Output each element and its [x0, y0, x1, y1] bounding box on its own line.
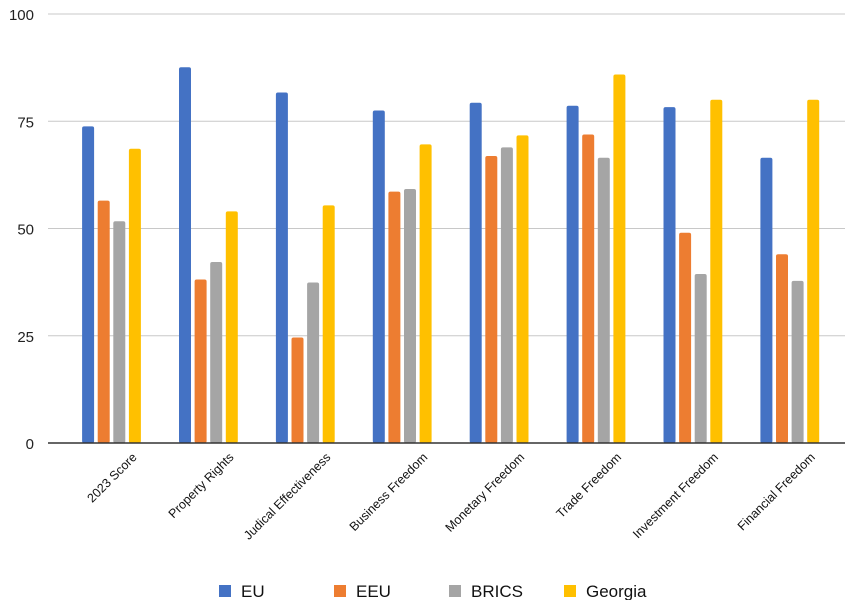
bar-eu-6: [663, 107, 676, 443]
bar-eu-4: [469, 102, 482, 443]
legend-label-eeu: EEU: [356, 582, 391, 600]
bar-georgia-1: [225, 211, 238, 443]
bar-georgia-3: [419, 144, 432, 443]
bar-eeu-0: [97, 200, 110, 443]
bar-georgia-4: [516, 135, 529, 444]
bar-eeu-6: [679, 232, 692, 443]
bar-brics-7: [791, 280, 804, 443]
legend-swatch-eeu: [334, 585, 346, 597]
bar-georgia-2: [322, 205, 335, 443]
bar-eu-2: [275, 92, 288, 444]
bar-eeu-1: [194, 279, 207, 443]
bar-georgia-6: [710, 99, 723, 444]
y-axis-tick-labels: 0 25 50 75 100: [9, 7, 34, 453]
bar-eeu-4: [485, 155, 498, 443]
bar-brics-5: [597, 157, 610, 443]
x-category-label: Investment Freedom: [630, 450, 721, 541]
y-tick-label: 50: [17, 222, 34, 239]
bar-brics-4: [500, 147, 513, 443]
y-tick-label: 25: [17, 329, 34, 346]
bar-eeu-2: [291, 337, 304, 443]
y-tick-label: 100: [9, 7, 34, 24]
bar-georgia-7: [807, 99, 820, 444]
x-category-label: Business Freedom: [347, 450, 431, 534]
x-category-label: Trade Freedom: [554, 450, 624, 520]
legend-label-georgia: Georgia: [586, 582, 647, 600]
bar-brics-6: [694, 273, 707, 443]
gridlines: [48, 13, 845, 337]
bars: [82, 67, 820, 444]
bar-eu-5: [566, 105, 579, 443]
bar-eu-0: [82, 126, 95, 443]
legend-swatch-eu: [219, 585, 231, 597]
bar-eeu-3: [388, 191, 401, 443]
bar-brics-3: [404, 189, 416, 443]
bar-brics-2: [307, 282, 320, 443]
legend-swatch-brics: [449, 585, 461, 597]
legend: EU EEU BRICS Georgia: [219, 582, 647, 600]
x-category-label: Judical Effectiveness: [241, 450, 333, 542]
x-category-label: Financial Freedom: [735, 450, 818, 533]
bar-brics-0: [113, 221, 126, 443]
y-tick-label: 75: [17, 114, 34, 131]
legend-swatch-georgia: [564, 585, 576, 597]
bar-georgia-5: [613, 74, 626, 443]
bar-brics-1: [210, 261, 223, 443]
bar-eeu-7: [776, 254, 788, 443]
bar-georgia-0: [128, 148, 141, 443]
y-tick-label: 0: [26, 436, 34, 453]
x-category-label: Property Rights: [166, 450, 237, 521]
bar-eu-1: [179, 67, 191, 444]
bar-eu-7: [760, 157, 773, 443]
x-axis-category-labels: 2023 Score Property Rights Judical Effecti…: [85, 450, 818, 542]
bar-eeu-5: [582, 134, 595, 443]
bar-eu-3: [372, 110, 385, 444]
legend-label-brics: BRICS: [471, 582, 523, 600]
legend-label-eu: EU: [241, 582, 265, 600]
x-category-label: Monetary Freedom: [443, 450, 528, 535]
x-category-label: 2023 Score: [85, 450, 140, 505]
